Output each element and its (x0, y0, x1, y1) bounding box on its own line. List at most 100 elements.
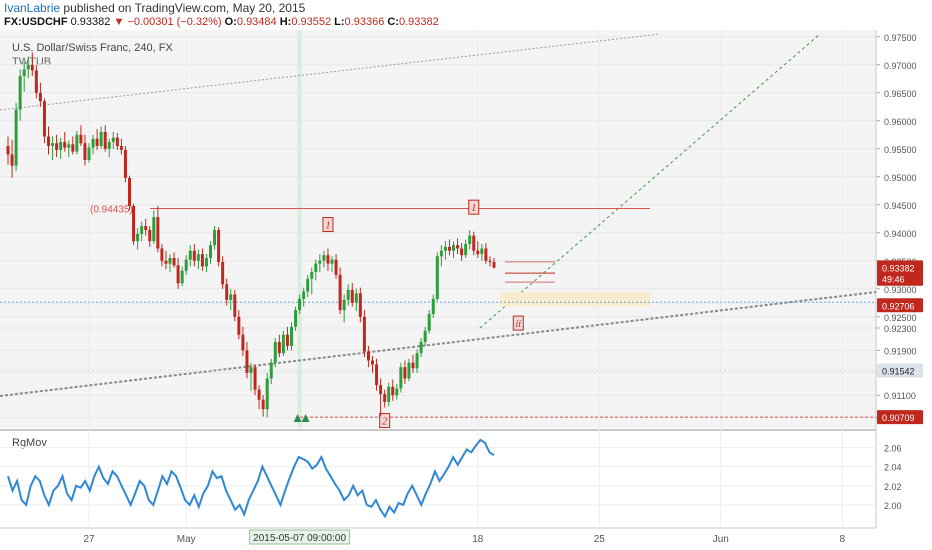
candle-body (273, 342, 277, 363)
candle-body (302, 291, 306, 299)
open-value: 0.93484 (236, 16, 277, 28)
up-arrow-icon (301, 414, 310, 422)
candle-body (338, 274, 342, 311)
candle-body (180, 270, 184, 284)
candle-body (427, 314, 431, 331)
wave-label: ii (516, 319, 522, 330)
wave-label: 1 (471, 203, 476, 214)
price-badge-label: 49:46 (882, 275, 905, 285)
candle-body (488, 260, 492, 262)
candle-body (431, 298, 435, 314)
wave-label-box (468, 199, 480, 215)
indicator-layer (7, 438, 495, 519)
candle-body (362, 316, 366, 352)
candle-body (63, 142, 67, 148)
candle-body (156, 217, 160, 249)
candle-body (221, 261, 225, 285)
candle-body (314, 263, 318, 272)
price-badge (877, 410, 923, 425)
time-tick-label: 27 (83, 534, 95, 545)
candle-body (285, 334, 289, 346)
wave-label-box (379, 413, 391, 429)
candle-body (366, 351, 370, 361)
candle-body (350, 289, 354, 303)
candle-body (346, 289, 350, 300)
candle-body (269, 362, 273, 379)
chart-canvas[interactable]: U.S. Dollar/Swiss Franc, 240, FX TWTUB R… (0, 30, 932, 550)
candle-body (233, 294, 237, 317)
price-tick-label: 0.97000 (884, 61, 917, 71)
author-link[interactable]: IvanLabrie (4, 1, 61, 15)
price-tick-label: 0.91900 (884, 346, 917, 356)
candle-body (330, 259, 334, 264)
candle-body (6, 146, 10, 155)
time-tick-label: 25 (594, 534, 606, 545)
open-label: O: (224, 16, 237, 28)
candle-body (209, 245, 212, 258)
candle-body (306, 278, 310, 292)
candle-body (407, 362, 411, 379)
low-label: L: (334, 16, 345, 28)
chart-title: U.S. Dollar/Swiss Franc, 240, FX (12, 42, 173, 54)
candle-body (395, 388, 399, 396)
candle-body (123, 149, 127, 178)
candle-body (447, 246, 451, 251)
candle-body (176, 265, 180, 284)
axes-layer: 0.97500 0.97000 0.96500 0.96000 0.95500 0.950… (83, 33, 923, 545)
candle-body (79, 134, 83, 144)
price-tick-label: 0.94000 (884, 229, 917, 239)
candle-body (188, 250, 192, 260)
candle-body (55, 143, 59, 150)
candle-body (261, 399, 265, 410)
time-tick-label: 8 (840, 534, 846, 545)
indicator-title: RgMov (12, 437, 47, 449)
candle-body (99, 132, 103, 146)
grid-layer (0, 30, 876, 528)
candle-body (18, 76, 22, 110)
candle-body (387, 386, 391, 402)
candle-body (375, 364, 379, 386)
lower-trendline (0, 291, 877, 397)
candle-body (34, 70, 38, 93)
down-arrow-icon: ▼ (113, 16, 125, 28)
candle-body (290, 326, 293, 346)
candle-body (107, 142, 111, 149)
close-label: C: (387, 16, 399, 28)
candle-body (443, 246, 447, 251)
candle-body (196, 254, 200, 261)
time-tick-label: May (177, 534, 196, 545)
wave-label: 2 (382, 417, 387, 428)
target-zone (500, 292, 650, 307)
price-badge (877, 271, 923, 286)
price-badge (877, 260, 923, 275)
candle-body (144, 226, 148, 230)
candle-body (59, 142, 63, 150)
candle-body (383, 394, 387, 402)
candle-body (148, 230, 152, 242)
candle-body (237, 316, 241, 335)
candle-body (136, 233, 140, 242)
candle-body (318, 260, 322, 264)
candle-body (132, 205, 136, 242)
symbol-label: FX:USDCHF (4, 16, 68, 28)
price-badge (877, 298, 923, 313)
close-value: 0.93382 (398, 16, 439, 28)
candle-body (229, 294, 233, 300)
candle-body (452, 245, 455, 251)
indicator-tick-label: 2.06 (884, 444, 902, 454)
candle-body (95, 138, 99, 146)
candle-body (184, 259, 188, 271)
candle-body (415, 353, 419, 369)
candle-body (484, 248, 488, 261)
candle-body (83, 143, 87, 160)
price-badge-label: 0.92706 (882, 301, 915, 311)
ohlc-header: FX:USDCHF 0.93382 ▼ −0.00301 (−0.32%) O:… (4, 16, 439, 28)
indicator-tick-label: 2.02 (884, 482, 902, 492)
crosshair-time-label: 2015-05-07 09:00:00 (253, 533, 346, 544)
candle-body (435, 256, 439, 299)
candle-body (411, 362, 415, 369)
candle-body (10, 154, 14, 166)
candle-body (47, 136, 50, 146)
candle-body (423, 330, 427, 342)
published-text: published on TradingView.com, May 20, 20… (63, 1, 306, 15)
